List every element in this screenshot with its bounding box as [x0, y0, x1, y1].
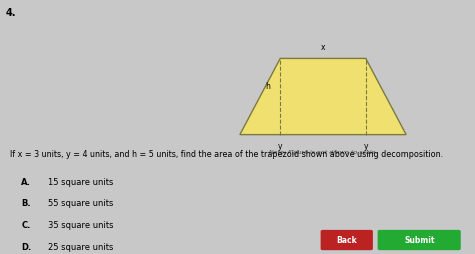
- Text: B.: B.: [21, 199, 31, 208]
- Text: x: x: [321, 43, 325, 52]
- Text: Back: Back: [336, 235, 357, 245]
- Text: 15 square units: 15 square units: [48, 178, 113, 187]
- Text: If x = 3 units, y = 4 units, and h = 5 units, find the area of the trapezoid sho: If x = 3 units, y = 4 units, and h = 5 u…: [10, 150, 443, 159]
- Text: Note: Figure is not drawn to scale.: Note: Figure is not drawn to scale.: [269, 150, 377, 155]
- Text: y: y: [363, 142, 368, 151]
- Text: 55 square units: 55 square units: [48, 199, 113, 208]
- Text: 4.: 4.: [6, 8, 16, 18]
- Text: D.: D.: [21, 243, 32, 251]
- Text: 35 square units: 35 square units: [48, 221, 113, 230]
- Text: C.: C.: [21, 221, 31, 230]
- Text: y: y: [278, 142, 283, 151]
- Text: 25 square units: 25 square units: [48, 243, 113, 251]
- Polygon shape: [240, 58, 406, 135]
- Text: A.: A.: [21, 178, 31, 187]
- Text: Submit: Submit: [404, 235, 435, 245]
- Text: h: h: [265, 82, 270, 91]
- FancyBboxPatch shape: [378, 230, 461, 250]
- FancyBboxPatch shape: [321, 230, 373, 250]
